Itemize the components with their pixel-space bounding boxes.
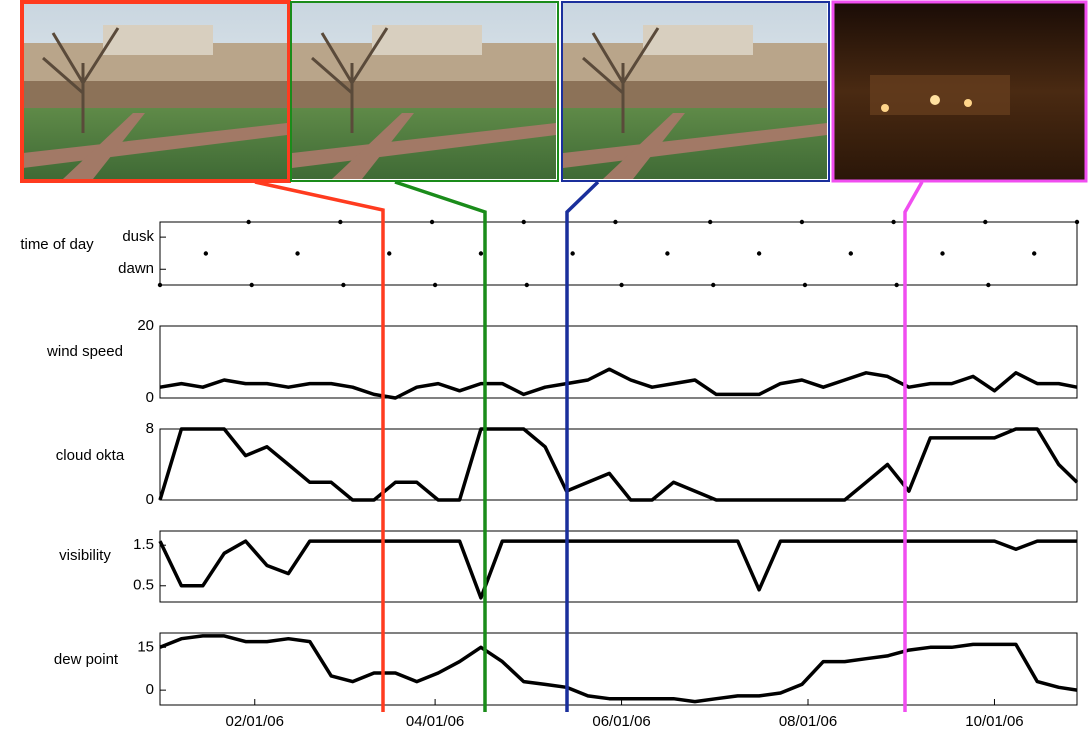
point (849, 251, 853, 255)
point (525, 283, 529, 287)
line (160, 636, 1077, 702)
point (341, 283, 345, 287)
point (1075, 220, 1079, 224)
point (295, 251, 299, 255)
x-tick-label: 08/01/06 (779, 713, 837, 730)
point (246, 220, 250, 224)
point (983, 220, 987, 224)
x-tick-label: 02/01/06 (226, 713, 284, 730)
point (158, 283, 162, 287)
y-tick-label: 8 (146, 420, 154, 437)
line (160, 369, 1077, 398)
photo-1 (22, 2, 289, 181)
y-axis-label: wind speed (46, 343, 123, 360)
y-tick-label: 20 (137, 317, 154, 334)
point (204, 251, 208, 255)
photo-2 (291, 2, 558, 181)
y-axis-label: time of day (20, 236, 94, 253)
point (708, 220, 712, 224)
point (757, 251, 761, 255)
point (338, 220, 342, 224)
point (800, 220, 804, 224)
x-tick-label: 10/01/06 (965, 713, 1023, 730)
y-axis-label: visibility (59, 547, 111, 564)
y-tick-label: dawn (118, 260, 154, 277)
y-tick-label: 0.5 (133, 577, 154, 594)
y-tick-label: 0 (146, 681, 154, 698)
y-tick-label: dusk (122, 228, 154, 245)
point (665, 251, 669, 255)
point (613, 220, 617, 224)
y-tick-label: 1.5 (133, 536, 154, 553)
point (387, 251, 391, 255)
photo-3 (562, 2, 829, 181)
point (803, 283, 807, 287)
figure: time of day dawn dusk wind speed 0 20 cloud ok… (0, 0, 1089, 738)
point (479, 251, 483, 255)
point (891, 220, 895, 224)
plots: time of day dawn dusk wind speed 0 20 cloud ok… (20, 220, 1079, 730)
point (433, 283, 437, 287)
point (250, 283, 254, 287)
y-tick-label: 15 (137, 638, 154, 655)
point (894, 283, 898, 287)
point (711, 283, 715, 287)
point (430, 220, 434, 224)
y-tick-label: 0 (146, 491, 154, 508)
point (940, 251, 944, 255)
photo-4 (833, 2, 1086, 181)
x-tick-label: 06/01/06 (592, 713, 650, 730)
point (570, 251, 574, 255)
point (522, 220, 526, 224)
y-axis-label: dew point (54, 651, 119, 668)
point (619, 283, 623, 287)
point (1032, 251, 1036, 255)
line (160, 541, 1077, 598)
y-axis-label: cloud okta (56, 447, 125, 464)
line (160, 429, 1077, 500)
y-tick-label: 0 (146, 389, 154, 406)
plot-frame (160, 633, 1077, 705)
point (986, 283, 990, 287)
x-tick-label: 04/01/06 (406, 713, 464, 730)
